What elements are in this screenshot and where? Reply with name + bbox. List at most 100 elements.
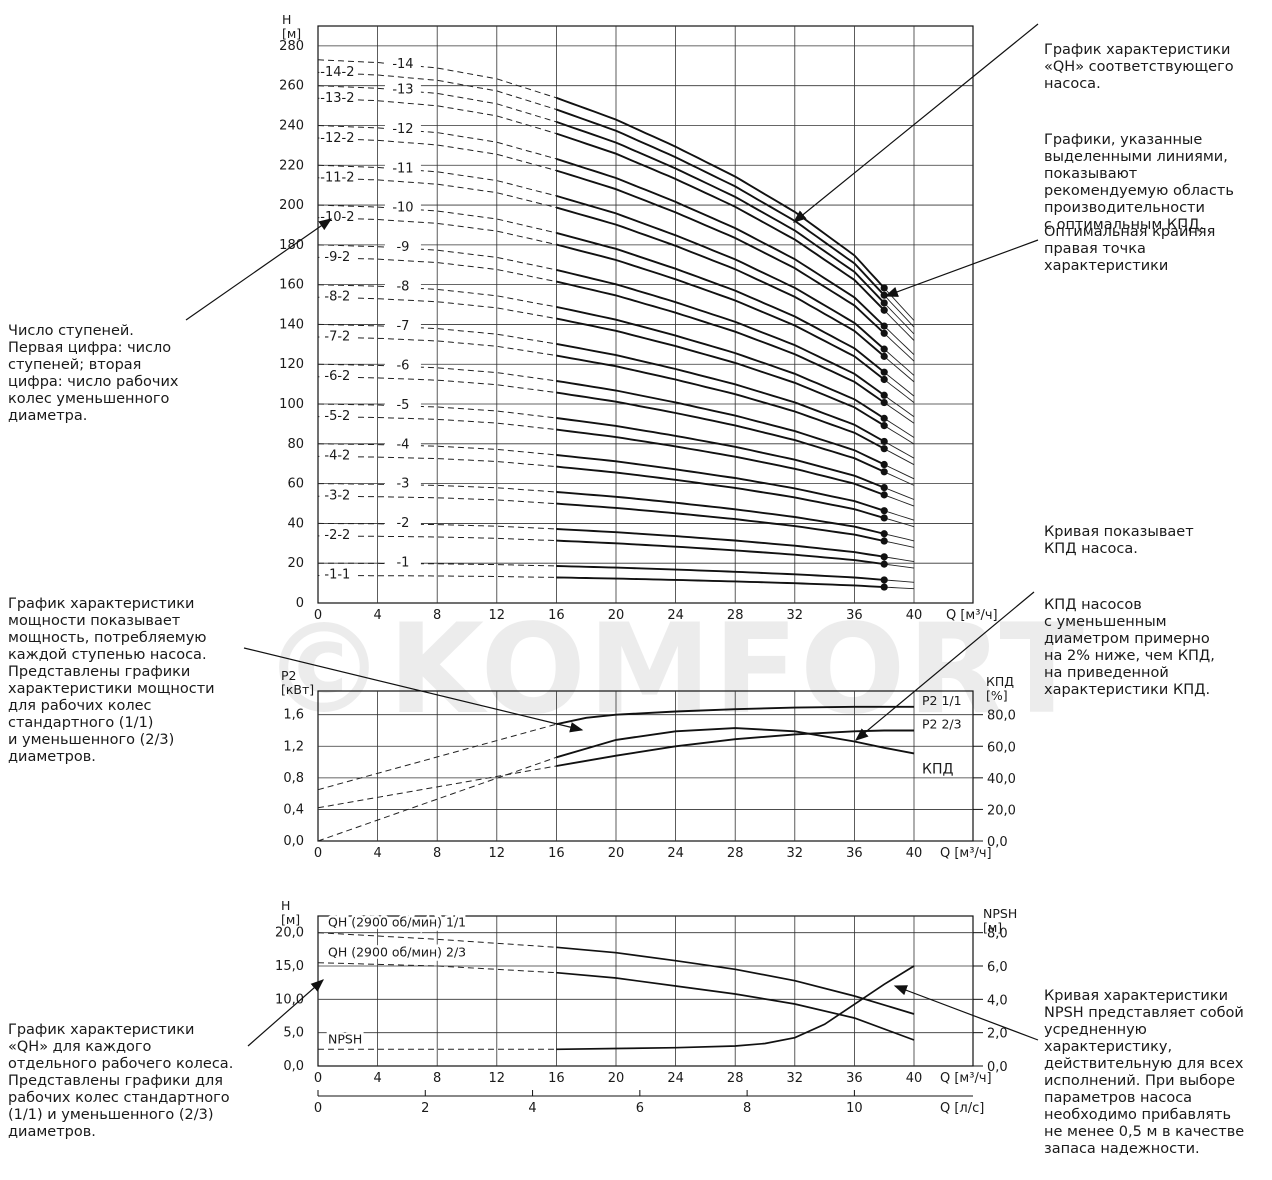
optimal-point--1-1 bbox=[880, 583, 888, 591]
optimal-point--6-2 bbox=[880, 468, 888, 476]
arrow-power bbox=[243, 647, 584, 733]
curve-label-bg bbox=[384, 160, 421, 175]
curve--2-2-recommended bbox=[556, 539, 885, 566]
curve-label--13: -13 bbox=[392, 82, 413, 97]
curve--14-2-tail bbox=[883, 294, 915, 328]
arrow-qh-impeller bbox=[247, 979, 324, 1047]
top-x-tick-label: 16 bbox=[548, 608, 565, 623]
curve--13-2-dashed bbox=[317, 97, 557, 135]
optimal-point--7-2 bbox=[880, 445, 888, 453]
curve--10-2-tail bbox=[883, 379, 915, 403]
mid-y2-tick-label: 0,0 bbox=[987, 835, 1008, 850]
bot-x2-axis-label: Q [л/с] bbox=[940, 1101, 984, 1116]
optimal-point--11-2 bbox=[880, 352, 888, 360]
curve--4-tail bbox=[884, 510, 915, 521]
annotation-recommended-text: Графики, указанные выделенными линиями, … bbox=[1044, 132, 1234, 233]
curve-label--9: -9 bbox=[396, 240, 409, 255]
optimal-point--4 bbox=[880, 507, 888, 515]
curve--11-2-dashed bbox=[317, 177, 557, 209]
curve--5-tail bbox=[884, 487, 915, 500]
mid-x-tick-label: 36 bbox=[846, 846, 863, 861]
curve-label--7: -7 bbox=[396, 319, 409, 334]
curve-label--5-2: -5-2 bbox=[324, 409, 350, 424]
curve--13-dashed bbox=[317, 85, 557, 123]
mid-x-tick-label: 0 bbox=[314, 846, 322, 861]
top-y-tick-label: 200 bbox=[279, 198, 304, 213]
series-QH (2900 об/мин) 1/1 bbox=[556, 946, 915, 1015]
qh-npsh-chart: 0 4 8 12 16 20 24 28 32 36 400,05,010,015,020,00,0… bbox=[275, 898, 1017, 1116]
curve-label--8: -8 bbox=[396, 280, 409, 295]
curve-label--11-2: -11-2 bbox=[320, 171, 354, 186]
bot-x2-tick-label: 4 bbox=[528, 1101, 536, 1116]
curve-label--7-2: -7-2 bbox=[324, 329, 350, 344]
curve-label--14-2: -14-2 bbox=[320, 65, 354, 80]
bot-y2-tick-label: 8,0 bbox=[987, 927, 1008, 942]
bot-y-tick-label: 0,0 bbox=[283, 1059, 304, 1074]
optimal-point--5 bbox=[880, 484, 888, 492]
curve-label-bg bbox=[319, 288, 356, 303]
mid-y-tick-label: 0,4 bbox=[283, 802, 304, 817]
bot-x-tick-label: 36 bbox=[846, 1071, 863, 1086]
curve--8-2-tail bbox=[883, 425, 915, 445]
top-frame bbox=[317, 25, 974, 604]
optimal-point--6 bbox=[880, 460, 888, 469]
bot-x2-tick-label: 0 bbox=[314, 1101, 322, 1116]
curve--5-2-tail bbox=[884, 494, 915, 507]
curve--11-recommended bbox=[556, 194, 885, 350]
curve-label-bg bbox=[319, 90, 356, 105]
bot-x-tick-label: 20 bbox=[608, 1071, 625, 1086]
curve--10-recommended bbox=[556, 231, 885, 373]
curve--7-2-recommended bbox=[556, 354, 885, 450]
curve--14-2-dashed bbox=[317, 71, 557, 110]
curve--8-tail bbox=[883, 418, 915, 438]
curve--11-2-recommended bbox=[556, 206, 885, 358]
curve-label--1: -1 bbox=[396, 556, 409, 571]
curve--7-2-tail bbox=[883, 448, 915, 466]
bot-x-tick-label: 12 bbox=[489, 1071, 506, 1086]
series-P2 2/3 bbox=[556, 729, 914, 767]
curve--6-2-recommended bbox=[556, 391, 885, 473]
optimal-point--4-2 bbox=[880, 514, 888, 522]
series-label-QH (2900 об/мин) 1/1: QH (2900 об/мин) 1/1 bbox=[328, 915, 466, 930]
curve--2-tail bbox=[884, 556, 915, 563]
top-y-tick-label: 140 bbox=[279, 317, 304, 332]
curve--6-recommended bbox=[556, 380, 885, 466]
curve-label-bg bbox=[384, 318, 421, 333]
series-label-QH (2900 об/мин) 2/3: QH (2900 об/мин) 2/3 bbox=[328, 945, 466, 960]
optimal-point--9 bbox=[880, 391, 888, 399]
curve-label--4: -4 bbox=[396, 437, 409, 452]
curve--13-recommended bbox=[556, 121, 885, 304]
bot-x2-tick-label: 2 bbox=[421, 1101, 429, 1116]
optimal-point--3-2 bbox=[880, 537, 888, 545]
curve-label--4-2: -4-2 bbox=[324, 449, 350, 464]
series-QH (2900 об/мин) 2/3 bbox=[556, 971, 915, 1041]
curve--5-recommended bbox=[556, 417, 885, 489]
curve-label--1-1: -1-1 bbox=[324, 568, 350, 583]
curve-label-bg bbox=[384, 357, 421, 372]
curve--9-2-tail bbox=[883, 402, 915, 424]
curve-label--3-2: -3-2 bbox=[324, 488, 350, 503]
curve-label-bg bbox=[319, 169, 356, 184]
bot-x-axis-label: Q [м³/ч] bbox=[940, 1071, 992, 1086]
curve--3-2-tail bbox=[884, 540, 915, 548]
mid-y-tick-label: 1,2 bbox=[283, 739, 304, 754]
mid-y-tick-label: 0,0 bbox=[283, 834, 304, 849]
curve--12-2-recommended bbox=[556, 169, 885, 334]
annotation-efficiency-text-2: КПД насосов с уменьшенным диаметром прим… bbox=[1044, 597, 1215, 698]
mid-y2-tick-label: 80,0 bbox=[987, 709, 1016, 724]
bot-x2-tick-label: 6 bbox=[636, 1101, 644, 1116]
curve-label-bg bbox=[319, 129, 356, 144]
curve--13-tail bbox=[883, 302, 915, 335]
mid-y-tick-label: 1,6 bbox=[283, 708, 304, 723]
bot-y-axis-label: H bbox=[281, 898, 290, 913]
curve--12-dashed bbox=[317, 125, 557, 160]
curve-label-bg bbox=[384, 239, 421, 254]
curve--3-2-recommended bbox=[556, 502, 885, 542]
bot-y2-axis-label: NPSH bbox=[983, 906, 1017, 921]
curve--2-2-tail bbox=[884, 563, 915, 569]
arrow-npsh bbox=[893, 985, 1039, 1041]
mid-x-tick-label: 4 bbox=[373, 846, 381, 861]
curve--6-2-tail bbox=[884, 471, 915, 486]
top-y-tick-label: 40 bbox=[287, 516, 304, 531]
curve--9-tail bbox=[883, 394, 915, 418]
